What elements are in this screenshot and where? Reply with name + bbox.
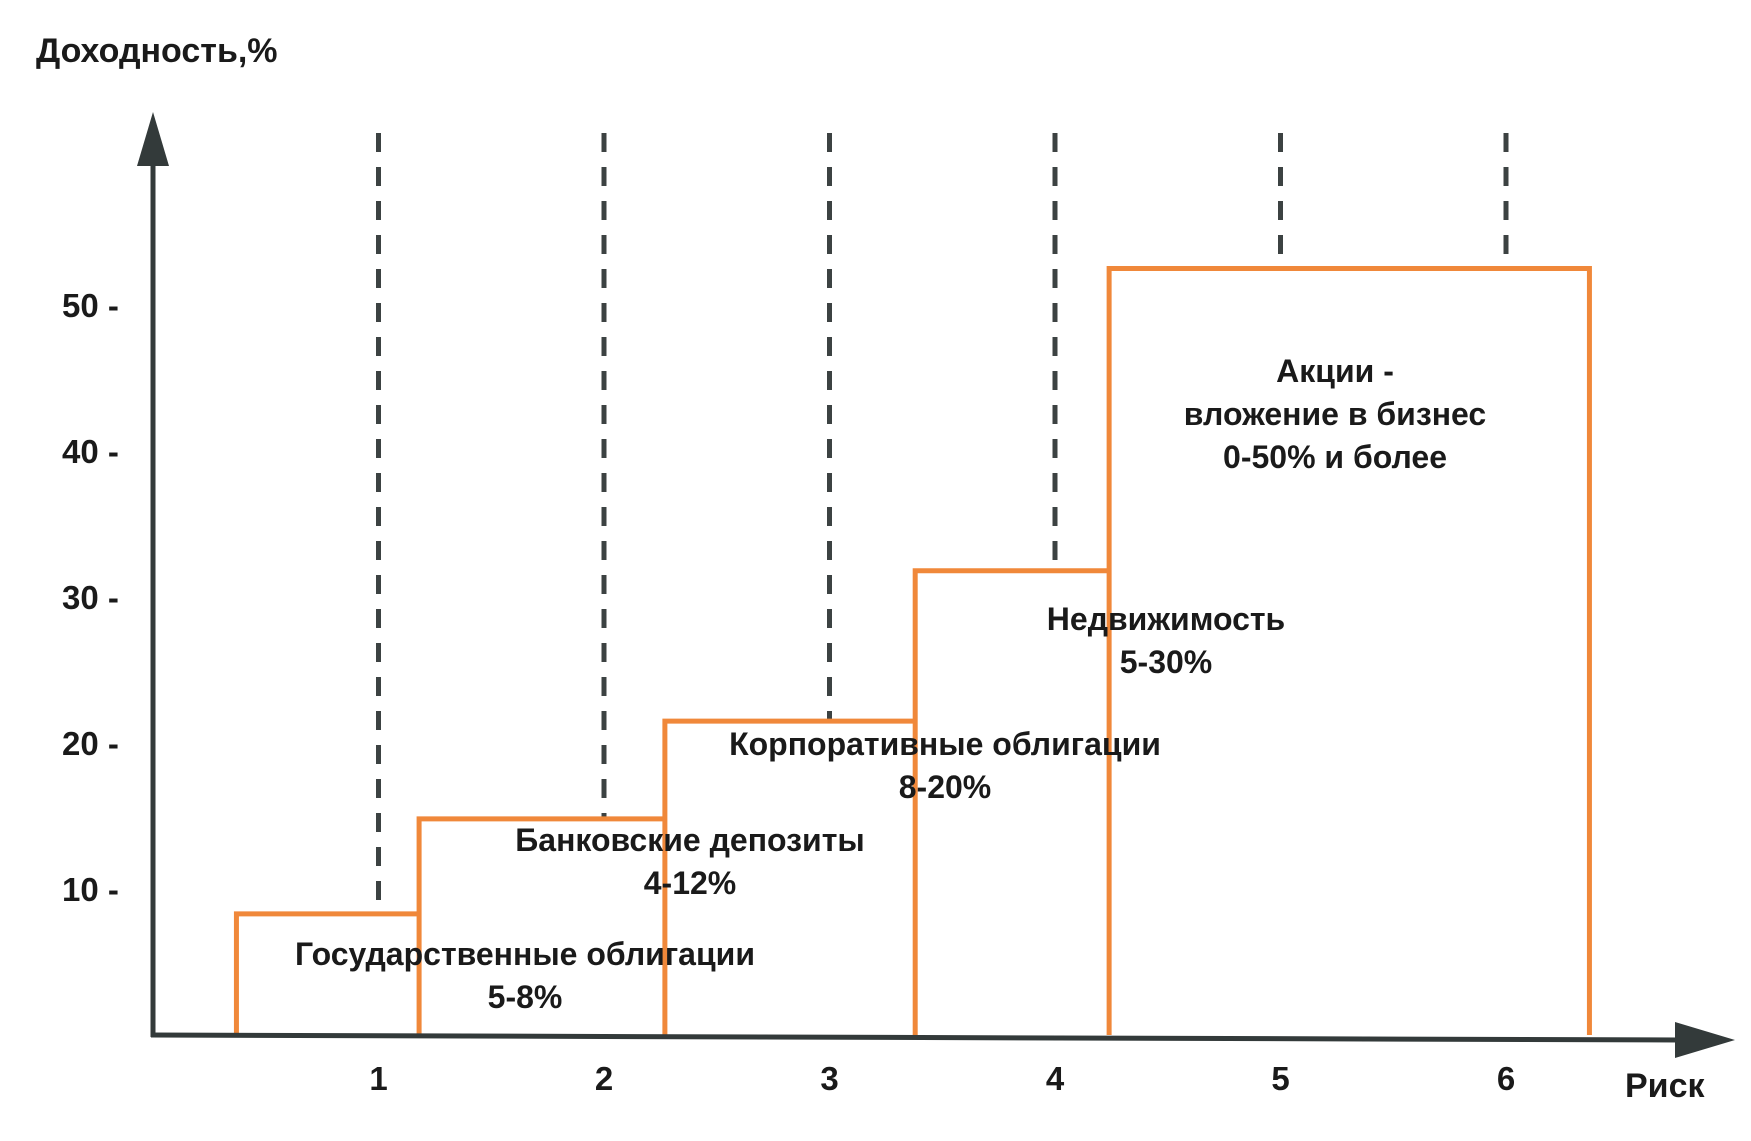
- y-tick-label-40: 40 -: [62, 433, 119, 470]
- box-label-4-line-1: вложение в бизнес: [1184, 396, 1486, 432]
- x-tick-label-4: 4: [1046, 1060, 1065, 1097]
- x-tick-label-6: 6: [1497, 1060, 1515, 1097]
- box-label-0-line-0: Государственные облигации: [295, 936, 755, 972]
- y-tick-label-30: 30 -: [62, 579, 119, 616]
- box-label-1-line-1: 4-12%: [644, 865, 737, 901]
- x-axis-title: Риск: [1625, 1067, 1705, 1105]
- x-axis: [150, 1032, 1681, 1043]
- axes: [137, 112, 1735, 1058]
- y-tick-label-20: 20 -: [62, 725, 119, 762]
- box-label-0-line-1: 5-8%: [488, 979, 563, 1015]
- box-label-2-line-0: Корпоративные облигации: [729, 726, 1161, 762]
- investment-box-4: [1106, 266, 1592, 1035]
- box-label-2-line-1: 8-20%: [899, 769, 992, 805]
- x-axis-arrow-icon: [1675, 1022, 1735, 1058]
- x-tick-label-3: 3: [820, 1060, 838, 1097]
- box-label-1-line-0: Банковские депозиты: [515, 822, 864, 858]
- x-tick-label-5: 5: [1271, 1060, 1289, 1097]
- box-label-3-line-1: 5-30%: [1120, 644, 1213, 680]
- y-tick-label-10: 10 -: [62, 871, 119, 908]
- x-tick-label-1: 1: [369, 1060, 387, 1097]
- x-tick-labels: 1 2 3 4 5 6: [369, 1060, 1515, 1097]
- y-tick-label-50: 50 -: [62, 287, 119, 324]
- box-label-4-line-0: Акции -: [1276, 353, 1394, 389]
- y-tick-labels: 50 - 40 - 30 - 20 - 10 -: [62, 287, 119, 908]
- box-label-4-line-2: 0-50% и более: [1223, 439, 1447, 475]
- investment-boxes: [233, 266, 1592, 1035]
- box-label-3-line-0: Недвижимость: [1047, 601, 1285, 637]
- box-labels: Государственные облигации 5-8% Банковские …: [295, 353, 1486, 1015]
- x-tick-label-2: 2: [595, 1060, 613, 1097]
- y-axis-title: Доходность,%: [36, 32, 278, 70]
- y-axis-arrow-icon: [137, 112, 169, 166]
- box-fill-4: [1109, 268, 1590, 1035]
